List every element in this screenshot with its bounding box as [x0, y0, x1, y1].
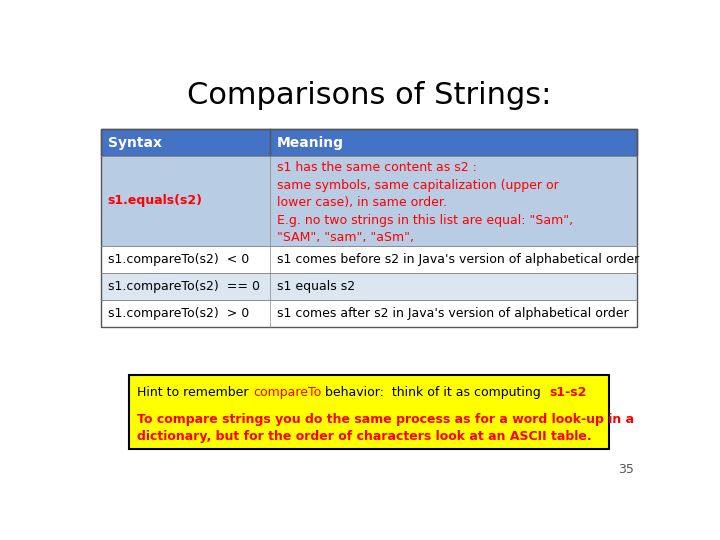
Bar [101, 273, 636, 300]
Text: s1 comes before s2 in Java's version of alphabetical order: s1 comes before s2 in Java's version of … [276, 253, 639, 266]
Text: s1 has the same content as s2 :
same symbols, same capitalization (upper or
lowe: s1 has the same content as s2 : same sym… [276, 161, 572, 244]
Text: 35: 35 [618, 463, 634, 476]
Text: Syntax: Syntax [108, 136, 162, 150]
Bar [101, 129, 636, 156]
Text: s1.compareTo(s2)  > 0: s1.compareTo(s2) > 0 [108, 307, 249, 320]
Bar [101, 246, 636, 273]
Text: Hint to remember: Hint to remember [138, 386, 253, 399]
Text: Meaning: Meaning [276, 136, 343, 150]
Bar [129, 375, 609, 449]
Text: compareTo: compareTo [253, 386, 321, 399]
Text: s1.compareTo(s2)  == 0: s1.compareTo(s2) == 0 [108, 280, 260, 293]
Bar [101, 300, 636, 327]
Text: s1 equals s2: s1 equals s2 [276, 280, 355, 293]
Text: s1 comes after s2 in Java's version of alphabetical order: s1 comes after s2 in Java's version of a… [276, 307, 629, 320]
Text: s1.compareTo(s2)  < 0: s1.compareTo(s2) < 0 [108, 253, 249, 266]
Text: s1-s2: s1-s2 [549, 386, 586, 399]
Bar [101, 156, 636, 246]
Text: s1.equals(s2): s1.equals(s2) [108, 194, 203, 207]
Text: To compare strings you do the same process as for a word look-up in a
dictionary: To compare strings you do the same proce… [138, 413, 634, 443]
Text: behavior:  think of it as computing: behavior: think of it as computing [321, 386, 549, 399]
Text: Comparisons of Strings:: Comparisons of Strings: [186, 82, 552, 111]
Bar [101, 129, 636, 327]
